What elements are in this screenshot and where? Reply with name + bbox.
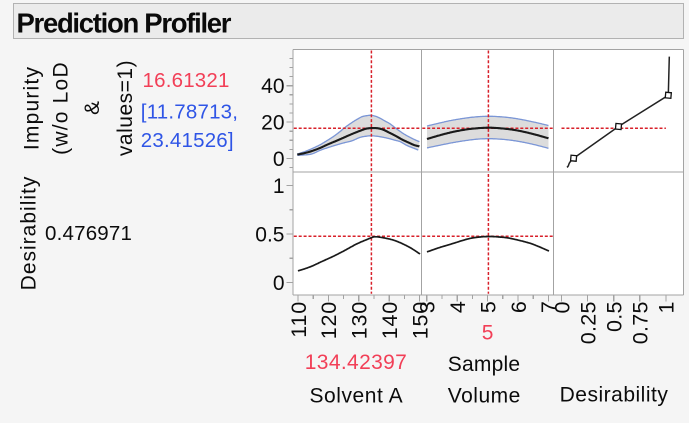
svg-text:134.42397: 134.42397 [305, 351, 407, 374]
svg-text:Impurity: Impurity [20, 66, 43, 150]
svg-text:3: 3 [416, 301, 440, 313]
svg-text:110: 110 [287, 301, 311, 338]
svg-text:Desirability: Desirability [17, 176, 40, 291]
svg-text:1: 1 [273, 175, 285, 198]
svg-text:4: 4 [446, 301, 470, 313]
svg-text:140: 140 [378, 301, 402, 339]
svg-text:(w/o LoD: (w/o LoD [50, 61, 73, 155]
svg-text:0.476971: 0.476971 [45, 222, 132, 245]
svg-text:[11.78713,: [11.78713, [141, 100, 238, 123]
svg-text:Desirability: Desirability [560, 383, 669, 406]
svg-text:0: 0 [273, 272, 285, 295]
svg-text:0: 0 [273, 148, 285, 171]
svg-text:5: 5 [482, 322, 494, 345]
svg-text:0: 0 [550, 301, 574, 313]
svg-text:Prediction Profiler: Prediction Profiler [17, 7, 232, 38]
svg-text:20: 20 [261, 112, 284, 135]
svg-text:150: 150 [408, 301, 432, 339]
svg-text:Volume: Volume [448, 385, 521, 408]
svg-text:7: 7 [537, 301, 561, 313]
svg-text:0.5: 0.5 [255, 224, 284, 247]
svg-text:1: 1 [655, 301, 679, 313]
svg-text:Solvent A: Solvent A [309, 385, 403, 408]
svg-text:values=1): values=1) [114, 60, 137, 156]
svg-text:5: 5 [476, 301, 500, 313]
svg-text:130: 130 [348, 301, 372, 339]
svg-text:&: & [81, 101, 104, 115]
svg-text:6: 6 [507, 301, 531, 313]
svg-text:120: 120 [317, 301, 341, 339]
svg-text:16.61321: 16.61321 [143, 69, 230, 92]
svg-text:0.25: 0.25 [576, 301, 600, 344]
svg-text:0.5: 0.5 [603, 301, 627, 332]
svg-text:23.41526]: 23.41526] [141, 129, 234, 152]
svg-text:40: 40 [261, 75, 284, 98]
svg-text:Sample: Sample [448, 353, 520, 376]
svg-text:0.75: 0.75 [629, 301, 653, 344]
